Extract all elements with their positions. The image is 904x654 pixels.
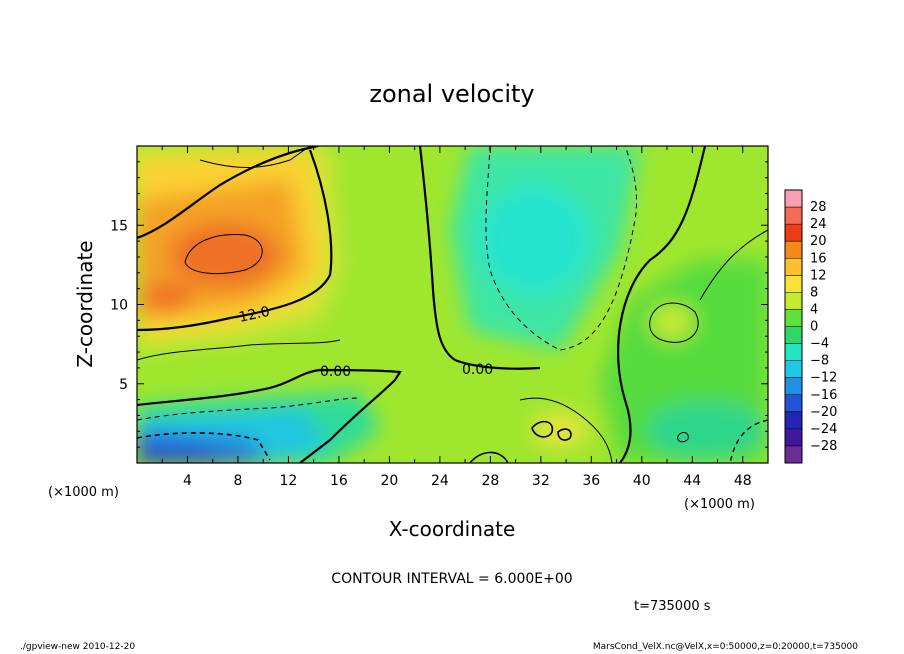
colorbar-label: −28 (810, 439, 837, 454)
contour-bottom-arc (469, 451, 509, 463)
contour-labels: 12.0 0.00 0.00 (238, 304, 494, 380)
time-label: t=735000 s (634, 599, 711, 614)
region-right-warm (650, 304, 694, 340)
colorbar-label: 16 (810, 251, 827, 266)
contour-18 (199, 146, 311, 168)
chart-title: zonal velocity (369, 80, 534, 108)
y-axis-label: Z-coordinate (73, 240, 97, 367)
x-tick-label: 16 (330, 473, 348, 489)
plot-area: 12.0 0.00 0.00 (137, 146, 768, 463)
contour-0-right (617, 146, 707, 463)
contour-12 (137, 149, 333, 332)
x-tick-label: 44 (683, 473, 701, 489)
contour-right-loop (649, 302, 699, 343)
footer-right: MarsCond_VelX.nc@VelX,x=0:50000,z=0:2000… (592, 642, 858, 652)
x-tick-label: 8 (233, 473, 242, 489)
colorbar-label: 0 (810, 320, 818, 335)
colorbar-swatch (785, 445, 802, 464)
y-tick-label: 15 (110, 218, 128, 234)
colorbar-swatch (785, 360, 802, 379)
colorbar-swatch (785, 326, 802, 345)
contour-neg12 (137, 432, 271, 461)
y-unit-label: (×1000 m) (48, 485, 119, 500)
colorbar-label: −8 (810, 354, 829, 369)
contour-12-loop (531, 420, 554, 438)
x-tick-label: 40 (633, 473, 651, 489)
contour-lines (137, 146, 768, 463)
colorbar-swatch (785, 394, 802, 413)
colorbar-swatch (785, 411, 802, 430)
contour-label-0-left: 0.00 (320, 364, 351, 380)
contour-6 (137, 339, 341, 361)
colorbar-label: 8 (810, 285, 818, 300)
x-axis-label: X-coordinate (389, 517, 516, 541)
x-tick-label: 20 (380, 473, 398, 489)
contour-12-upper (137, 146, 319, 240)
region-low-coldest (137, 448, 230, 463)
color-field (137, 146, 768, 463)
colorbar: 28 24 20 16 12 8 4 0 −4 −8 −12 −16 −20 −24 −28 (784, 189, 837, 464)
contour-6-bottom (519, 397, 613, 463)
colorbar-swatch (785, 241, 802, 259)
contour-neg6-center (485, 146, 638, 351)
y-ticks: 5 10 15 (110, 161, 768, 448)
colorbar-swatch (785, 292, 802, 310)
x-tick-label: 28 (481, 473, 499, 489)
contour-neg-right (729, 419, 768, 463)
contour-label-12: 12.0 (238, 304, 272, 326)
contour-24 (184, 233, 263, 274)
y-tick-label: 10 (110, 298, 128, 314)
colorbar-label: 24 (810, 217, 827, 232)
colorbar-label: −24 (810, 422, 837, 437)
x-tick-label: 36 (582, 473, 600, 489)
x-tick-label: 24 (431, 473, 449, 489)
x-tick-label: 4 (183, 473, 192, 489)
colorbar-swatch (785, 377, 802, 396)
contour-small-loop (677, 431, 689, 443)
y-tick-label: 5 (119, 377, 128, 393)
colorbar-label: −16 (810, 388, 837, 403)
colorbar-swatch (785, 190, 802, 208)
colorbar-swatch (785, 275, 802, 293)
contour-interval: CONTOUR INTERVAL = 6.000E+00 (331, 571, 572, 587)
contour-6-right (699, 229, 768, 301)
contour-12-loop-2 (557, 428, 572, 441)
x-tick-label: 48 (734, 473, 752, 489)
contour-0-center (418, 146, 541, 370)
colorbar-swatch (785, 224, 802, 242)
region-core-left (143, 282, 193, 312)
colorbar-label: 12 (810, 268, 827, 283)
colorbar-swatch (785, 309, 802, 327)
colorbar-swatch (785, 428, 802, 447)
footer-left: ./gpview-new 2010-12-20 (20, 642, 136, 652)
colorbar-label: −12 (810, 371, 837, 386)
colorbar-label: 20 (810, 234, 827, 249)
colorbar-swatch (785, 343, 802, 362)
colorbar-label: 4 (810, 302, 818, 317)
contour-label-0-center: 0.00 (462, 362, 493, 378)
colorbar-label: −4 (810, 337, 829, 352)
colorbar-swatch (785, 258, 802, 276)
colorbar-label: 28 (810, 200, 827, 215)
x-ticks: 4 8 12 16 20 24 28 32 36 40 44 48 (161, 146, 752, 489)
x-tick-label: 32 (532, 473, 550, 489)
region-core (170, 223, 280, 287)
colorbar-swatch (785, 207, 802, 225)
region-cold-core (480, 185, 590, 295)
x-tick-label: 12 (280, 473, 298, 489)
x-unit-label: (×1000 m) (684, 497, 755, 512)
contour-0-left (137, 368, 402, 463)
region-right-cool (645, 400, 765, 460)
colorbar-label: −20 (810, 405, 837, 420)
contour-neg6 (137, 397, 359, 421)
